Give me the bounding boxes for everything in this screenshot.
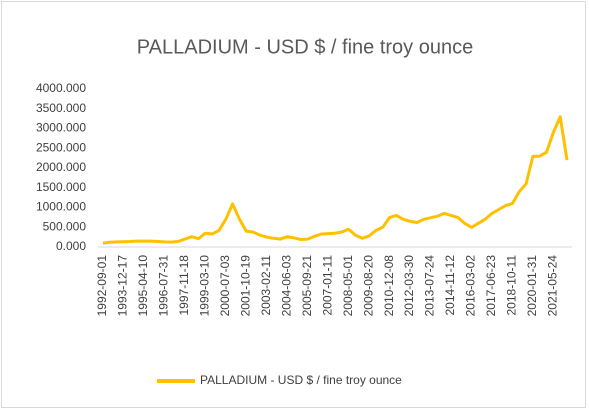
y-tick-label: 500.000 <box>43 219 87 233</box>
x-tick-label: 2005-09-21 <box>300 255 314 317</box>
x-tick-label: 2010-12-08 <box>382 255 396 317</box>
x-tick-label: 1992-09-01 <box>95 255 109 317</box>
x-tick-label: 2014-11-12 <box>443 255 457 316</box>
x-tick-label: 2016-03-02 <box>464 255 478 317</box>
x-tick-label: 1996-07-31 <box>157 255 171 317</box>
x-tick-label: 2021-05-24 <box>546 255 560 317</box>
y-tick-label: 3000.000 <box>36 121 86 135</box>
x-tick-label: 2018-10-11 <box>505 255 519 316</box>
chart-title: PALLADIUM - USD $ / fine troy ounce <box>137 36 473 58</box>
x-tick-label: 2007-01-11 <box>320 255 334 316</box>
legend-label: PALLADIUM - USD $ / fine troy ounce <box>200 373 402 387</box>
x-tick-label: 1993-12-17 <box>116 255 130 317</box>
x-tick-label: 1997-11-18 <box>177 255 191 316</box>
y-tick-label: 2000.000 <box>36 160 86 174</box>
y-tick-label: 3500.000 <box>36 101 86 115</box>
x-tick-label: 1995-04-10 <box>136 255 150 317</box>
x-tick-label: 2017-06-23 <box>484 255 498 317</box>
y-tick-label: 1000.000 <box>36 200 86 214</box>
x-tick-label: 2013-07-24 <box>423 255 437 317</box>
y-tick-label: 0.000 <box>56 239 86 253</box>
x-tick-label: 2008-05-01 <box>341 255 355 317</box>
x-tick-label: 2004-06-03 <box>279 255 293 317</box>
x-tick-label: 2009-08-20 <box>361 255 375 317</box>
x-tick-label: 2012-03-30 <box>402 255 416 317</box>
y-tick-label: 4000.000 <box>36 81 86 95</box>
x-tick-label: 2020-01-31 <box>525 255 539 317</box>
y-tick-label: 2500.000 <box>36 140 86 154</box>
x-tick-label: 2000-07-03 <box>218 255 232 317</box>
x-tick-label: 1999-03-10 <box>198 255 212 317</box>
y-tick-label: 1500.000 <box>36 180 86 194</box>
series-line <box>102 115 569 245</box>
x-tick-label: 2003-02-11 <box>259 255 273 316</box>
x-tick-label: 2001-10-19 <box>238 255 252 317</box>
